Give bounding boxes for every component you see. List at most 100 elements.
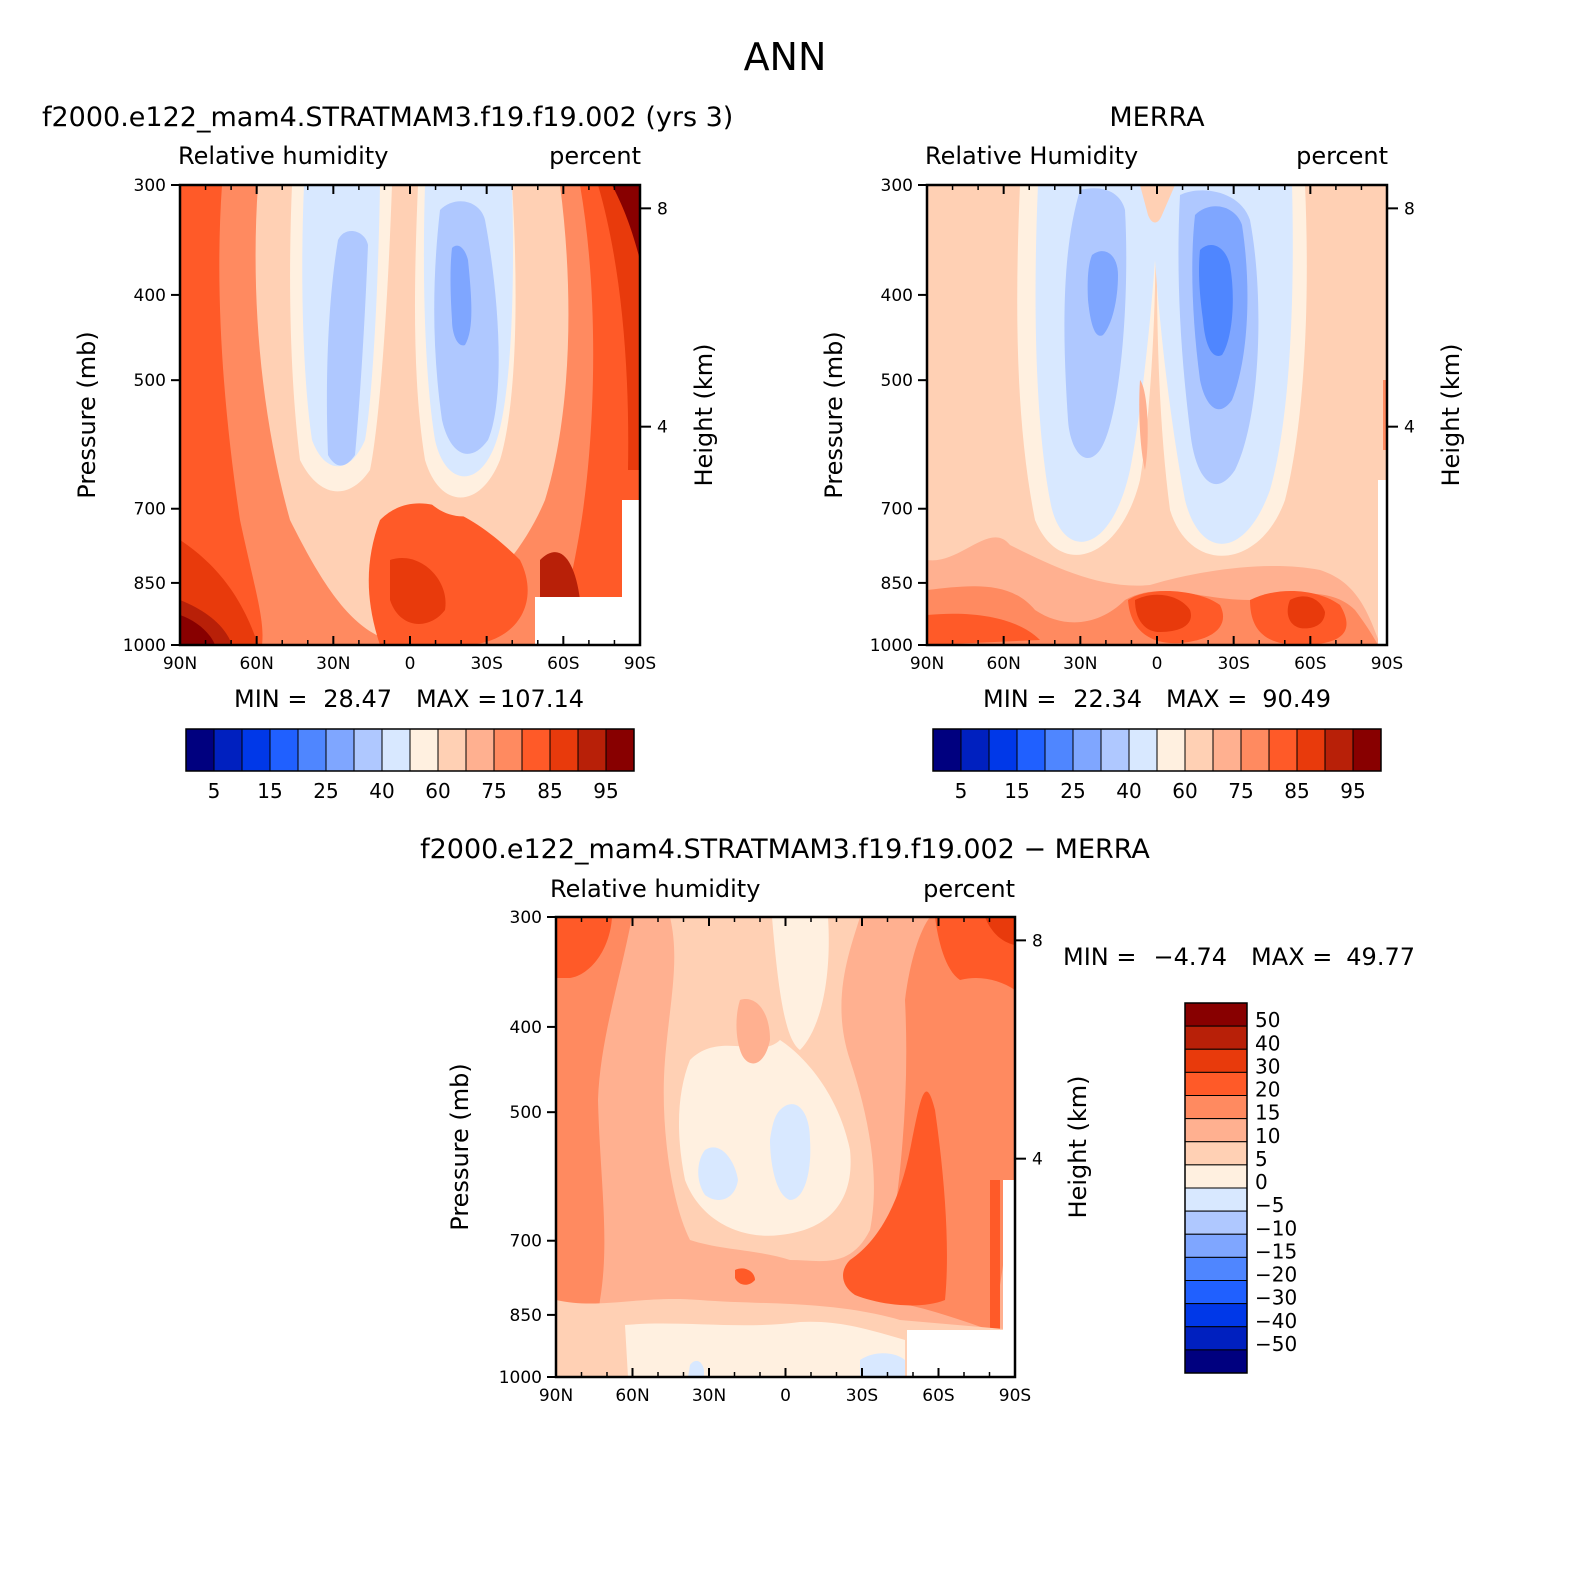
x-tick-label: 90N <box>910 654 944 674</box>
colorbar-swatch <box>353 728 383 772</box>
colorbar-swatch <box>1212 728 1242 772</box>
colorbar-label: 60 <box>425 779 450 803</box>
x-tick-label: 0 <box>1152 654 1163 674</box>
contour-band <box>540 552 580 600</box>
colorbar-label: 15 <box>257 779 282 803</box>
x-tick-label: 60N <box>986 654 1020 674</box>
min-label: MIN = <box>983 685 1056 713</box>
y-tick-label: 850 <box>510 1306 542 1326</box>
x-tick-label: 60N <box>615 1386 649 1406</box>
colorbar-label: 85 <box>1284 779 1309 803</box>
colorbar-swatch <box>960 728 990 772</box>
colorbar-label: 40 <box>1116 779 1141 803</box>
colorbar-swatch <box>521 728 551 772</box>
panel-merra: MERRA Relative Humidity percent 9 <box>820 102 1465 803</box>
y-tick-label: 850 <box>134 574 166 594</box>
colorbar-label: 40 <box>369 779 394 803</box>
colorbar-label: 10 <box>1255 1124 1280 1148</box>
colorbar-swatch <box>1184 1210 1248 1235</box>
x-tick-label: 60S <box>922 1386 954 1406</box>
colorbar-frame <box>1184 1002 1248 1374</box>
colorbar-label: 60 <box>1172 779 1197 803</box>
contour-band <box>735 1268 755 1285</box>
y2-axis-label: Height (km) <box>1437 344 1465 487</box>
contour-band <box>612 185 640 260</box>
contour-band <box>180 185 263 645</box>
colorbar-swatch <box>1072 728 1102 772</box>
contour-field <box>927 185 1387 645</box>
colorbar-swatch <box>297 728 327 772</box>
panel-difference: f2000.e122_mam4.STRATMAM3.f19.f19.002 − … <box>420 834 1415 1406</box>
colorbar-label: −10 <box>1255 1216 1297 1240</box>
contour-band <box>927 613 1040 645</box>
y-tick-label: 300 <box>510 908 542 928</box>
colorbar-frame <box>185 728 635 772</box>
y2-axis-label: Height (km) <box>690 344 718 487</box>
y-tick-label: 1000 <box>499 1368 542 1388</box>
x-tick-label: 90N <box>163 654 197 674</box>
contour-band <box>180 615 215 645</box>
y-tick-label: 1000 <box>870 636 913 656</box>
y-tick-label: 700 <box>510 1232 542 1252</box>
x-tick-label: 30N <box>1063 654 1097 674</box>
contour-band <box>390 558 446 624</box>
contour-band <box>935 917 1015 990</box>
colorbar-swatch <box>1240 728 1270 772</box>
y-tick-label: 300 <box>881 176 913 196</box>
colorbar-swatch <box>1184 1164 1248 1189</box>
y-axis-label: Pressure (mb) <box>820 331 848 498</box>
contour-field <box>180 185 640 645</box>
axes: 90N 60N 30N 0 30S 60S 90S 300 400 500 700 850 1000 8 4 <box>123 176 668 674</box>
contour-band <box>1287 596 1325 629</box>
colorbar-label: 50 <box>1255 1008 1280 1032</box>
y-tick-label: 1000 <box>123 636 166 656</box>
colorbar-label: 30 <box>1255 1054 1280 1078</box>
contour-band <box>736 999 770 1064</box>
colorbar-label: 5 <box>955 779 968 803</box>
colorbar-swatch <box>549 728 579 772</box>
min-value: 22.34 <box>1073 685 1142 713</box>
contour-band <box>556 917 612 978</box>
units-label: percent <box>923 875 1015 903</box>
colorbar-label: 20 <box>1255 1078 1280 1102</box>
colorbar-swatch <box>1184 1326 1248 1351</box>
colorbar-swatch <box>1100 728 1130 772</box>
contour-band <box>556 917 632 1377</box>
contour-band <box>598 185 640 470</box>
min-value: −4.74 <box>1153 943 1227 971</box>
y-tick-label: 500 <box>510 1103 542 1123</box>
colorbar-swatch <box>1184 1002 1248 1027</box>
panel-title: f2000.e122_mam4.STRATMAM3.f19.f19.002 − … <box>420 834 1150 865</box>
max-label: MAX = <box>416 685 497 713</box>
colorbar-swatch <box>1324 728 1354 772</box>
variable-label: Relative humidity <box>178 142 388 170</box>
colorbar-swatch <box>1296 728 1326 772</box>
colorbar-label: 25 <box>1060 779 1085 803</box>
units-label: percent <box>1296 142 1388 170</box>
variable-label: Relative humidity <box>550 875 760 903</box>
x-tick-label: 90S <box>999 1386 1031 1406</box>
colorbar-label: 95 <box>1340 779 1365 803</box>
units-label: percent <box>549 142 641 170</box>
colorbar-swatch <box>241 728 271 772</box>
colorbar-label: −50 <box>1255 1332 1297 1356</box>
colorbar-label: 5 <box>208 779 221 803</box>
colorbar-swatch <box>1184 1303 1248 1328</box>
colorbar-swatch <box>1268 728 1298 772</box>
colorbar-swatch <box>213 728 243 772</box>
x-tick-label: 60S <box>547 654 579 674</box>
max-label: MAX = <box>1251 943 1332 971</box>
contour-band <box>326 230 368 466</box>
y2-tick-label: 8 <box>1032 931 1043 951</box>
colorbar: 5 15 25 40 60 75 85 95 <box>185 728 635 803</box>
colorbar-swatch <box>932 728 962 772</box>
contour-band <box>555 185 640 645</box>
colorbar-swatch <box>1184 1118 1248 1143</box>
colorbar-swatch <box>325 728 355 772</box>
axes: 90N 60N 30N 0 30S 60S 90S 300 400 500 700 850 1000 8 4 <box>870 176 1415 674</box>
contour-band <box>698 1147 738 1200</box>
colorbar-swatch <box>1352 728 1382 772</box>
x-tick-label: 90S <box>1371 654 1403 674</box>
min-label: MIN = <box>1063 943 1136 971</box>
